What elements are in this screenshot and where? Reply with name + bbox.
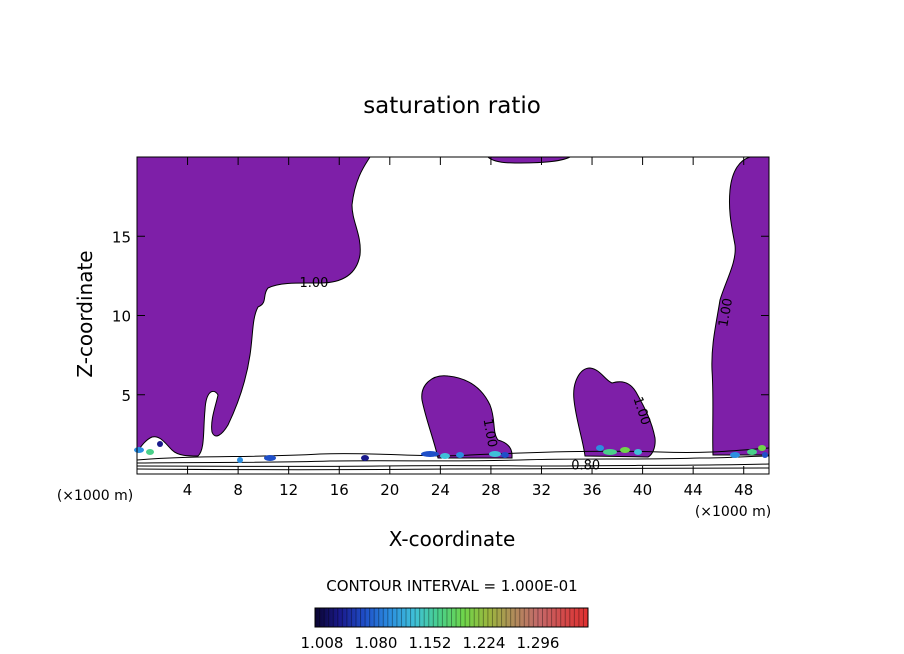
contour-interval-text: CONTOUR INTERVAL = 1.000E-01 (326, 577, 577, 595)
saturation-spot (603, 449, 617, 455)
saturation-spot (237, 457, 243, 463)
y-tick-label: 10 (112, 308, 131, 326)
x-axis-label: X-coordinate (389, 527, 516, 551)
y-axis-label: Z-coordinate (73, 250, 97, 377)
contour-label: 0.80 (571, 458, 600, 473)
x-tick-label: 48 (734, 481, 753, 499)
x-tick-label: 44 (684, 481, 703, 499)
x-tick-label: 4 (183, 481, 193, 499)
x-unit-label-left: (×1000 m) (57, 488, 133, 504)
supersaturated-regions (136, 156, 770, 459)
y-tick-label: 5 (121, 387, 131, 405)
x-tick-label: 36 (582, 481, 601, 499)
region-right-cloud (711, 156, 770, 456)
x-tick-label: 8 (233, 481, 243, 499)
x-tick-label: 12 (279, 481, 298, 499)
saturation-spot (747, 449, 757, 455)
saturation-spot (134, 447, 144, 453)
contour-label: 1.00 (480, 417, 500, 448)
saturation-spot (730, 452, 740, 458)
y-tick-label: 15 (112, 228, 131, 246)
region-cloud-27 (421, 375, 513, 459)
colorbar: 1.008 1.080 1.152 1.224 1.296 (301, 607, 589, 652)
x-tick-label: 16 (330, 481, 349, 499)
colorbar-tick-label: 1.080 (355, 634, 398, 652)
saturation-spot (762, 452, 768, 458)
low-level-contours (136, 447, 770, 471)
colorbar-tick-label: 1.008 (301, 634, 344, 652)
saturation-spot (489, 451, 501, 457)
x-tick-label: 20 (380, 481, 399, 499)
region-top-strip (486, 156, 571, 164)
saturation-spot (456, 452, 464, 458)
colorbar-tick-label: 1.224 (463, 634, 506, 652)
saturation-spot (421, 451, 439, 457)
x-tick-label: 40 (633, 481, 652, 499)
contour-line-1 (136, 447, 770, 461)
contour-labels: 1.001.001.001.000.80 (299, 276, 736, 473)
x-unit-label-right: (×1000 m) (695, 504, 771, 520)
saturation-spot (620, 447, 630, 453)
region-cloud-39 (573, 367, 656, 458)
contour-line-4 (136, 467, 770, 471)
saturation-spot (634, 449, 642, 455)
saturation-spot (758, 445, 766, 451)
saturation-spot (264, 455, 276, 461)
saturation-spot (146, 449, 154, 455)
saturation-spot (440, 453, 450, 459)
x-tick-label: 24 (431, 481, 450, 499)
colorbar-gradient (314, 607, 589, 628)
contour-label: 1.00 (716, 297, 736, 328)
contour-line-3 (136, 463, 770, 467)
saturation-spot (501, 452, 509, 458)
chart-title: saturation ratio (363, 93, 541, 119)
colorbar-tick-label: 1.296 (517, 634, 560, 652)
saturation-spot (596, 445, 604, 451)
colorbar-tick-label: 1.152 (409, 634, 452, 652)
x-tick-label: 32 (532, 481, 551, 499)
saturation-spot (361, 455, 369, 461)
x-tick-label: 28 (481, 481, 500, 499)
contour-line-2 (136, 455, 770, 464)
region-left-cloud (136, 156, 371, 457)
contour-label: 1.00 (299, 276, 328, 291)
saturation-spot (157, 441, 163, 447)
